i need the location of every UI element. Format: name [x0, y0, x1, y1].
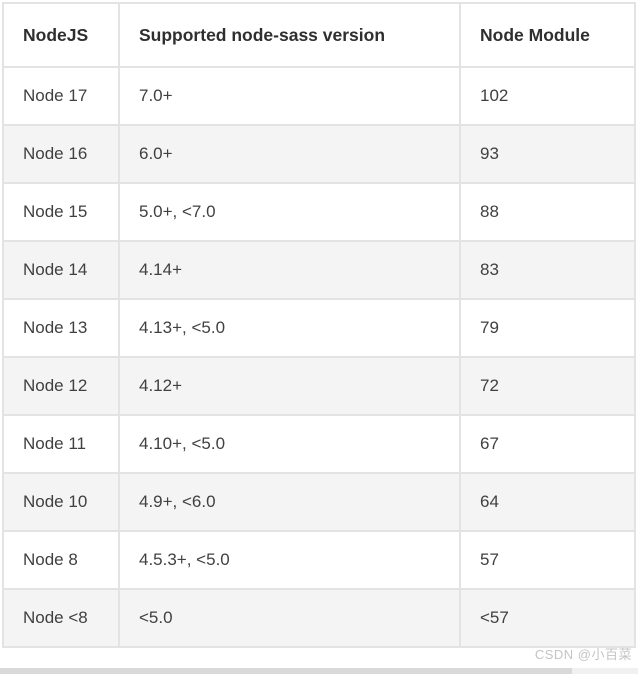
table-body: Node 17 7.0+ 102 Node 16 6.0+ 93 Node 15 5.0+, … [2, 66, 636, 648]
table-row: Node 10 4.9+, <6.0 64 [2, 472, 636, 532]
table-row: Node 15 5.0+, <7.0 88 [2, 182, 636, 242]
cell-node-module: 102 [459, 66, 636, 126]
cell-node-module: 72 [459, 356, 636, 416]
table-row: Node 11 4.10+, <5.0 67 [2, 414, 636, 474]
horizontal-scrollbar[interactable] [0, 668, 638, 674]
cell-sass-version: 4.12+ [118, 356, 461, 416]
node-sass-compatibility-table: NodeJS Supported node-sass version Node … [2, 2, 636, 648]
table-row: Node 14 4.14+ 83 [2, 240, 636, 300]
table-row: Node <8 <5.0 <57 [2, 588, 636, 648]
cell-nodejs: Node 17 [2, 66, 120, 126]
cell-nodejs: Node 13 [2, 298, 120, 358]
table-row: Node 8 4.5.3+, <5.0 57 [2, 530, 636, 590]
cell-nodejs: Node 15 [2, 182, 120, 242]
cell-node-module: 57 [459, 530, 636, 590]
cell-nodejs: Node 12 [2, 356, 120, 416]
cell-sass-version: 6.0+ [118, 124, 461, 184]
column-header-supported-node-sass-version: Supported node-sass version [118, 2, 461, 68]
table-row: Node 12 4.12+ 72 [2, 356, 636, 416]
table-row: Node 17 7.0+ 102 [2, 66, 636, 126]
header-row: NodeJS Supported node-sass version Node … [2, 2, 636, 68]
cell-node-module: 64 [459, 472, 636, 532]
cell-sass-version: 7.0+ [118, 66, 461, 126]
cell-node-module: 67 [459, 414, 636, 474]
table-row: Node 13 4.13+, <5.0 79 [2, 298, 636, 358]
cell-nodejs: Node 10 [2, 472, 120, 532]
cell-node-module: 88 [459, 182, 636, 242]
cell-nodejs: Node 16 [2, 124, 120, 184]
table-row: Node 16 6.0+ 93 [2, 124, 636, 184]
cell-nodejs: Node 11 [2, 414, 120, 474]
cell-sass-version: 4.14+ [118, 240, 461, 300]
column-header-nodejs: NodeJS [2, 2, 120, 68]
cell-sass-version: 4.10+, <5.0 [118, 414, 461, 474]
table-header: NodeJS Supported node-sass version Node … [2, 2, 636, 68]
cell-nodejs: Node 8 [2, 530, 120, 590]
cell-sass-version: 4.13+, <5.0 [118, 298, 461, 358]
column-header-node-module: Node Module [459, 2, 636, 68]
cell-sass-version: 5.0+, <7.0 [118, 182, 461, 242]
cell-sass-version: <5.0 [118, 588, 461, 648]
cell-node-module: <57 [459, 588, 636, 648]
cell-sass-version: 4.9+, <6.0 [118, 472, 461, 532]
scrollbar-thumb[interactable] [0, 668, 572, 674]
cell-node-module: 79 [459, 298, 636, 358]
cell-sass-version: 4.5.3+, <5.0 [118, 530, 461, 590]
cell-nodejs: Node 14 [2, 240, 120, 300]
cell-node-module: 83 [459, 240, 636, 300]
cell-node-module: 93 [459, 124, 636, 184]
cell-nodejs: Node <8 [2, 588, 120, 648]
